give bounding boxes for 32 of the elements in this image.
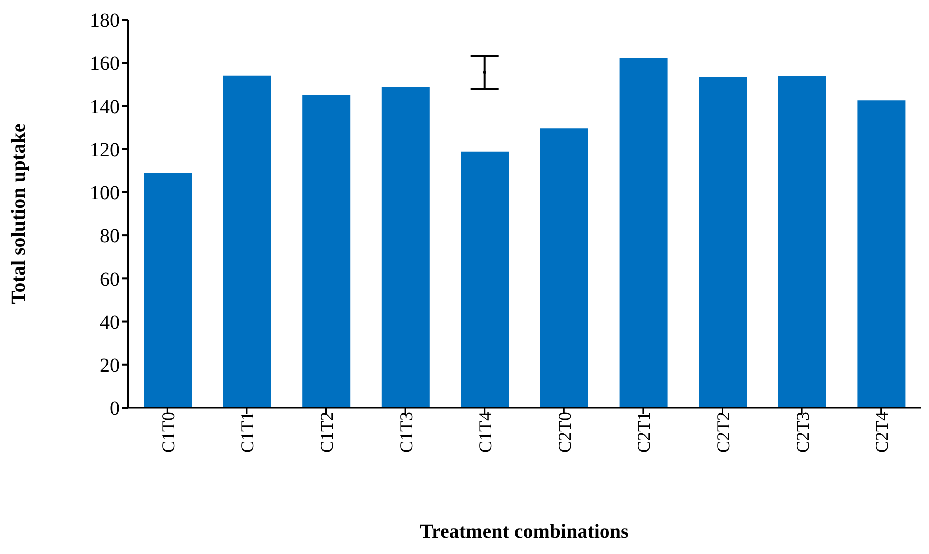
y-tick-label: 80	[100, 226, 120, 248]
bar	[699, 77, 748, 408]
bar	[144, 173, 192, 408]
y-tick-label: 180	[90, 10, 120, 32]
y-tick-label: 0	[110, 398, 120, 420]
bar	[382, 87, 430, 408]
bar	[223, 76, 272, 408]
y-axis-title: Total solution uptake	[8, 124, 30, 304]
y-tick-label: 20	[100, 354, 120, 377]
x-axis-title: Treatment combinations	[420, 521, 630, 543]
x-tick-label: C2T2	[714, 412, 734, 454]
x-tick-label: C2T0	[554, 412, 575, 454]
y-tick-label: 120	[90, 139, 120, 162]
y-tick-label: 140	[90, 96, 120, 118]
x-tick-label: C2T1	[634, 412, 654, 454]
bar	[858, 100, 906, 408]
x-tick-label: C2T4	[872, 412, 892, 454]
y-tick-label: 100	[90, 182, 120, 205]
bar	[461, 152, 510, 408]
x-tick-label: C1T4	[476, 412, 496, 454]
bar	[540, 128, 588, 408]
x-tick-label: C1T2	[317, 412, 338, 454]
x-tick-label: C1T1	[238, 412, 258, 454]
y-tick-label: 160	[90, 53, 120, 76]
bar	[778, 76, 826, 408]
x-tick-label: C2T3	[792, 412, 813, 454]
y-tick-label: 40	[100, 312, 120, 334]
x-tick-label: C1T0	[158, 412, 178, 454]
x-tick-label: C1T3	[396, 412, 416, 454]
bar	[620, 58, 668, 408]
bar	[302, 95, 351, 408]
y-tick-label: 60	[100, 268, 120, 291]
